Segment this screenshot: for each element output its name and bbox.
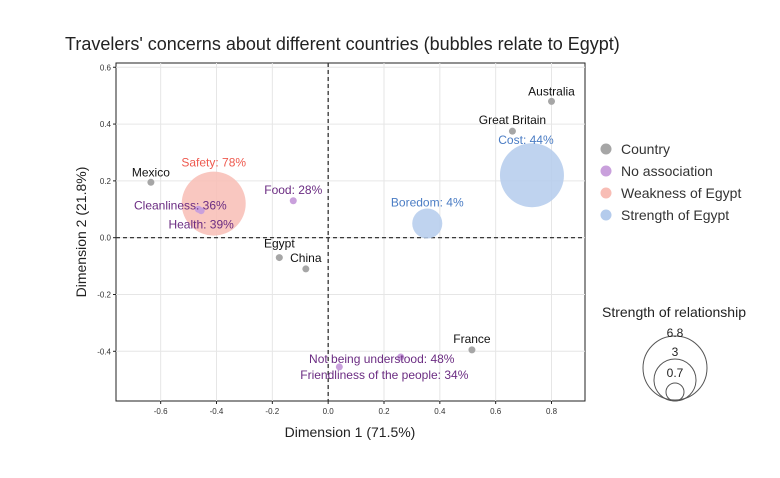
x-tick-label: 0.8	[546, 407, 558, 416]
legend: Country No association Weakness of Egypt St…	[600, 141, 741, 223]
grid-lines	[116, 63, 585, 401]
size-legend: Strength of relationship 6.8 3 0.7	[602, 304, 746, 402]
point-label-not-being-understood-48: Not being understood: 48%	[309, 352, 455, 366]
size-legend-label-small: 0.7	[667, 366, 684, 380]
point-france	[468, 346, 476, 354]
x-tick-label: -0.4	[210, 407, 224, 416]
point-not-being-understood-48	[397, 353, 405, 361]
x-tick-label: -0.6	[154, 407, 168, 416]
size-legend-circle-small	[665, 382, 685, 402]
legend-marker-1	[600, 165, 612, 177]
point-label-australia: Australia	[528, 84, 575, 98]
point-australia	[548, 97, 555, 105]
legend-label-0: Country	[621, 141, 670, 157]
x-tick-label: 0.2	[378, 407, 390, 416]
y-tick-label: 0.4	[100, 120, 112, 129]
y-tick-label: -0.2	[97, 290, 111, 299]
y-axis-title: Dimension 2 (21.8%)	[73, 167, 89, 298]
x-axis-title: Dimension 1 (71.5%)	[285, 424, 416, 440]
legend-marker-0	[600, 143, 612, 155]
point-label-boredom-4: Boredom: 4%	[391, 195, 464, 209]
size-legend-circle-large	[642, 335, 708, 401]
point-label-food-28: Food: 28%	[264, 183, 322, 197]
size-legend-title: Strength of relationship	[602, 304, 746, 320]
size-legend-label-medium: 3	[672, 345, 679, 359]
point-label-friendliness-of-the-people-34: Friendliness of the people: 34%	[300, 368, 468, 382]
reference-lines	[116, 63, 585, 401]
point-health-39	[197, 207, 205, 215]
x-tick-label: 0.4	[434, 407, 446, 416]
bubble-boredom-4	[412, 208, 443, 239]
x-tick-label: 0.6	[490, 407, 502, 416]
point-china	[302, 265, 310, 273]
y-axis: -0.4 -0.2 0.0 0.2 0.4 0.6	[97, 63, 116, 356]
legend-marker-3	[600, 209, 612, 221]
point-friendliness-of-the-people-34	[335, 363, 343, 371]
legend-marker-2	[600, 187, 612, 199]
point-mexico	[147, 178, 155, 186]
bubble-safety-78	[181, 171, 246, 236]
size-legend-label-large: 6.8	[667, 326, 684, 340]
x-axis: -0.6 -0.4 -0.2 0.0 0.2 0.4 0.6 0.8	[154, 401, 558, 416]
y-tick-label: 0.6	[100, 63, 112, 72]
point-label-great-britain: Great Britain	[479, 113, 546, 127]
legend-label-1: No association	[621, 163, 713, 179]
point-food-28	[289, 197, 297, 205]
points-layer	[147, 97, 555, 371]
point-label-cleanliness-36: Cleanliness: 36%	[134, 198, 227, 212]
point-great-britain	[508, 127, 516, 135]
point-label-egypt: Egypt	[264, 237, 295, 251]
bubbles-layer	[181, 143, 564, 239]
point-label-cost-44: Cost: 44%	[498, 133, 554, 147]
point-label-mexico: Mexico	[132, 165, 170, 179]
y-tick-label: 0.2	[100, 177, 112, 186]
legend-label-3: Strength of Egypt	[621, 207, 729, 223]
y-tick-label: 0.0	[100, 234, 112, 243]
point-label-china: China	[290, 251, 322, 265]
x-tick-label: 0.0	[323, 407, 335, 416]
legend-label-2: Weakness of Egypt	[621, 185, 741, 201]
point-label-france: France	[453, 332, 491, 346]
bubble-cost-44	[499, 143, 564, 208]
point-label-safety-78: Safety: 78%	[181, 156, 246, 170]
y-tick-label: -0.4	[97, 347, 111, 356]
x-tick-label: -0.2	[265, 407, 279, 416]
point-label-health-39: Health: 39%	[168, 218, 234, 232]
chart-title: Travelers' concerns about different coun…	[65, 34, 620, 54]
point-egypt	[275, 254, 283, 262]
